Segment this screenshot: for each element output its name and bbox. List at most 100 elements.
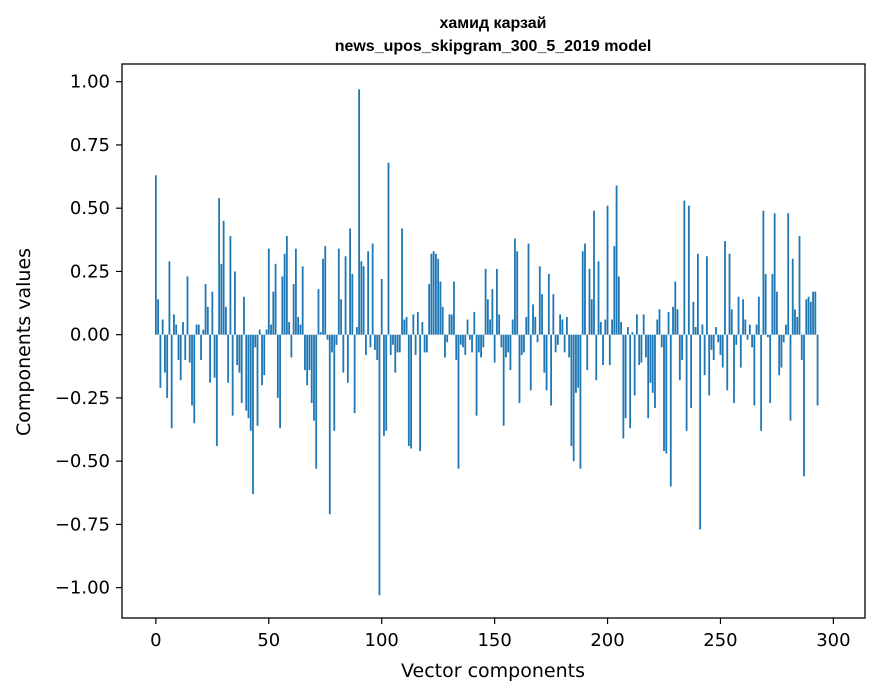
bar-component-15 [188, 334, 191, 363]
y-tick-label: 0.25 [70, 261, 110, 282]
bar-component-39 [243, 296, 245, 335]
plot-area [121, 63, 866, 619]
bar-component-185 [572, 334, 575, 462]
bar-component-270 [764, 273, 767, 335]
bar-component-197 [599, 322, 602, 335]
bar-component-121 [428, 284, 431, 335]
bar-component-107 [396, 334, 399, 353]
bar-component-94 [367, 251, 370, 335]
bar-component-34 [231, 334, 234, 416]
bar-component-202 [611, 319, 613, 335]
bar-component-125 [437, 258, 440, 335]
bar-component-143 [477, 334, 480, 353]
bar-component-187 [577, 334, 580, 388]
bar-component-54 [276, 334, 279, 398]
bar-component-63 [297, 316, 300, 335]
bar-component-112 [407, 334, 410, 446]
bar-component-168 [534, 316, 537, 335]
bar-component-84 [344, 256, 347, 335]
bar-component-0 [154, 175, 157, 335]
bar-component-33 [229, 236, 232, 335]
bar-component-145 [482, 334, 485, 348]
bar-component-235 [685, 334, 688, 431]
bar-component-204 [615, 185, 618, 335]
bar-component-104 [389, 334, 392, 355]
bar-component-69 [310, 334, 313, 403]
bar-component-25 [211, 291, 214, 335]
bar-component-88 [353, 334, 356, 414]
bar-component-62 [294, 248, 297, 335]
bar-component-140 [471, 334, 473, 353]
bar-component-131 [450, 314, 453, 335]
bar-component-267 [757, 296, 760, 335]
bar-component-142 [475, 334, 478, 416]
bar-component-175 [550, 334, 552, 406]
bar-component-56 [281, 276, 284, 335]
bar-component-141 [473, 311, 476, 335]
bar-component-82 [340, 299, 342, 335]
bar-component-189 [581, 251, 584, 335]
bar-component-184 [570, 334, 573, 446]
bar-component-150 [493, 334, 496, 363]
bar-component-210 [629, 334, 632, 429]
bar-component-195 [595, 334, 598, 381]
bar-component-243 [703, 334, 706, 376]
bar-component-124 [435, 253, 437, 335]
bar-component-220 [651, 334, 654, 393]
bar-component-37 [238, 334, 241, 373]
bar-component-100 [380, 279, 383, 335]
bar-component-117 [419, 334, 422, 452]
bar-component-23 [206, 306, 209, 335]
bar-component-151 [495, 268, 498, 335]
bar-component-177 [554, 334, 557, 353]
bar-component-65 [301, 266, 304, 335]
bar-component-10 [177, 334, 180, 360]
bar-component-45 [256, 334, 259, 426]
bar-component-156 [507, 334, 510, 353]
bar-component-234 [683, 200, 686, 335]
bar-component-172 [543, 334, 546, 373]
bar-component-154 [502, 334, 505, 426]
bar-component-116 [416, 311, 419, 335]
bar-component-205 [617, 276, 620, 335]
bar-component-68 [308, 334, 311, 371]
bar-component-157 [509, 334, 512, 371]
bar-component-127 [441, 306, 444, 335]
bar-component-43 [252, 334, 254, 495]
bar-component-206 [620, 322, 622, 335]
bar-component-260 [742, 299, 744, 335]
bar-component-32 [227, 334, 230, 383]
bar-component-216 [642, 314, 645, 335]
bar-component-139 [468, 334, 471, 340]
bar-component-144 [480, 334, 482, 358]
bar-component-263 [748, 324, 751, 335]
bar-component-87 [351, 273, 354, 335]
bar-component-248 [715, 327, 717, 335]
bar-component-161 [518, 334, 521, 403]
bar-component-241 [699, 334, 702, 530]
bar-component-199 [604, 319, 607, 335]
bar-component-138 [466, 319, 469, 335]
bar-component-160 [516, 251, 519, 335]
y-tick-label: −0.25 [55, 388, 110, 409]
bar-component-92 [362, 266, 365, 335]
bar-component-74 [322, 258, 324, 335]
bar-component-22 [204, 284, 207, 335]
bar-component-77 [328, 334, 331, 515]
bar-component-155 [505, 334, 507, 358]
bar-component-128 [444, 334, 446, 358]
bar-component-176 [552, 294, 555, 335]
bar-component-254 [728, 253, 731, 335]
bar-component-152 [498, 314, 501, 335]
bar-component-284 [796, 316, 799, 335]
x-tick-label: 100 [365, 630, 399, 651]
bar-component-2 [159, 334, 162, 388]
bar-component-219 [649, 334, 652, 383]
bar-component-272 [769, 334, 772, 403]
bar-component-165 [527, 243, 530, 335]
bar-component-153 [500, 334, 503, 348]
x-axis: 0 50 100 150 200 250 300 [150, 618, 851, 651]
bar-component-78 [331, 334, 333, 353]
bar-component-193 [590, 299, 593, 335]
